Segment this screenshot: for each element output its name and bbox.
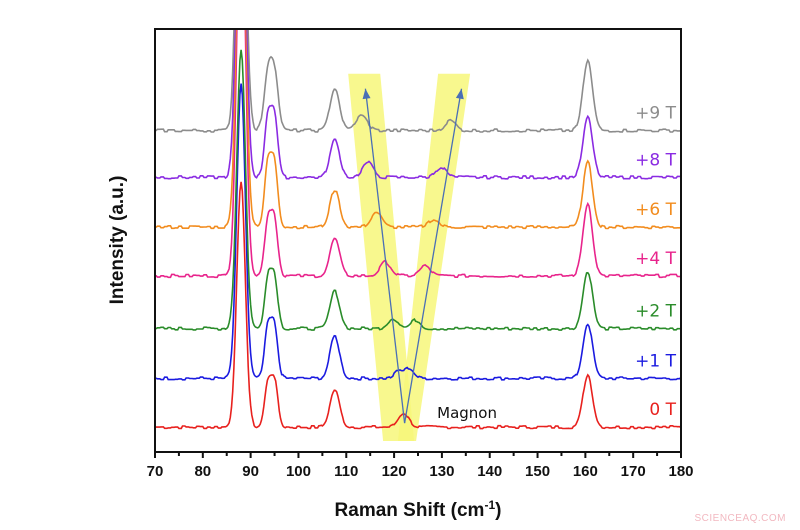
- series-label: 0 T: [649, 400, 676, 420]
- series-labels: 0 T +1 T +2 T +4 T +6 T +8 T +9 T: [635, 104, 676, 421]
- series-line-8TT: [156, 30, 680, 180]
- arrowhead-icon: [362, 88, 371, 100]
- highlight-bands: [348, 73, 471, 442]
- series-label: +2 T: [635, 302, 676, 322]
- x-axis-title: Raman Shift (cm-1): [335, 498, 502, 521]
- x-tick-label: 140: [477, 463, 502, 480]
- series-line-0TT: [156, 181, 680, 430]
- series-line-9TT: [156, 30, 680, 133]
- x-tick-label: 100: [286, 463, 311, 480]
- series-line-4TT: [156, 30, 680, 279]
- x-tick-label: 150: [525, 463, 550, 480]
- series-label: +1 T: [635, 351, 676, 371]
- x-tick-label: 160: [573, 463, 598, 480]
- x-tick-label: 130: [429, 463, 454, 480]
- x-tick-label: 170: [621, 463, 646, 480]
- x-tick-label: 70: [147, 463, 164, 480]
- watermark: SCIENCEAQ.COM: [694, 513, 786, 524]
- magnon-annotation: Magnon: [437, 404, 497, 422]
- x-tick-label: 80: [194, 463, 211, 480]
- arrow-line: [364, 88, 406, 424]
- series-label: +8 T: [635, 150, 676, 170]
- x-axis-title-sup: -1: [484, 498, 495, 512]
- series-label: +6 T: [635, 200, 676, 220]
- arrowhead-icon: [455, 88, 464, 100]
- y-axis-title: Intensity (a.u.): [107, 176, 128, 305]
- series-line-2TT: [156, 49, 680, 331]
- series-label: +9 T: [635, 104, 676, 124]
- x-axis-ticks: 70 80 90 100 110 120 130 140 150 160 170 180: [147, 452, 694, 480]
- series-lines: [156, 30, 680, 430]
- series-line-6TT: [156, 30, 680, 230]
- x-tick-label: 180: [668, 463, 693, 480]
- series-label: +4 T: [635, 249, 676, 269]
- series-line-1TT: [156, 83, 680, 381]
- x-tick-label: 90: [242, 463, 259, 480]
- magnon-arrows: [362, 88, 464, 424]
- x-axis-title-end: ): [495, 500, 501, 521]
- highlight-band-0: [348, 73, 415, 442]
- x-tick-label: 120: [382, 463, 407, 480]
- arrow-line: [403, 88, 463, 424]
- x-axis-title-main: Raman Shift (cm: [335, 500, 485, 521]
- highlight-band-1: [397, 73, 471, 442]
- x-tick-label: 110: [334, 463, 358, 480]
